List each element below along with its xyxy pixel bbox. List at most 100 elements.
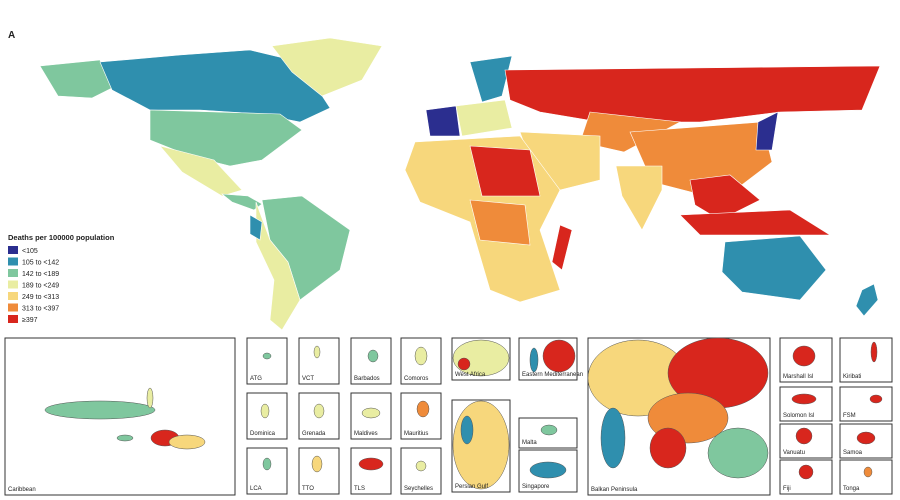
inset-label: ATG	[250, 376, 262, 382]
inset: West Africa	[451, 337, 511, 381]
legend-swatch	[8, 257, 18, 266]
inset-region	[540, 424, 558, 436]
world-map	[39, 37, 881, 331]
legend-swatch	[8, 303, 18, 312]
inset-label: TTO	[302, 486, 314, 492]
inset-label: Solomon Isl	[783, 413, 814, 419]
inset-label: Kiribati	[843, 374, 861, 380]
inset: Kiribati	[839, 337, 893, 383]
inset: Comoros	[400, 337, 442, 385]
legend-label: 249 to <313	[22, 294, 59, 301]
inset: Solomon Isl	[779, 386, 833, 422]
inset: VCT	[298, 337, 340, 385]
inset-label: Maldives	[354, 431, 378, 437]
inset-box	[246, 447, 288, 495]
inset-region	[116, 434, 134, 442]
inset: Fiji	[779, 459, 833, 495]
inset-region	[649, 427, 687, 469]
inset-label: FSM	[843, 413, 856, 419]
legend-label: <105	[22, 248, 38, 255]
inset: Vanuatu	[779, 423, 833, 459]
inset: Tonga	[839, 459, 893, 495]
inset-label: Dominica	[250, 431, 276, 437]
inset-region	[529, 347, 539, 373]
inset-box	[246, 337, 288, 385]
region	[255, 201, 301, 331]
inset-region	[798, 464, 814, 480]
region	[455, 99, 513, 137]
inset-region	[146, 387, 154, 409]
inset-region	[262, 457, 272, 471]
inset-region	[792, 345, 816, 367]
inset-label: Malta	[522, 440, 537, 446]
inset-label: Caribbean	[8, 487, 36, 493]
inset-box	[779, 386, 833, 422]
inset-label: Vanuatu	[783, 450, 805, 456]
region	[721, 235, 827, 301]
legend-label: 189 to <249	[22, 283, 59, 290]
legend-label: 105 to <142	[22, 260, 59, 267]
inset-region	[262, 352, 272, 360]
inset-region	[856, 431, 876, 445]
legend-swatch	[8, 280, 18, 289]
inset-box	[350, 447, 392, 495]
region	[159, 145, 243, 197]
inset-label: TLS	[354, 486, 365, 492]
legend: Deaths per 100000 population <105 105 to …	[8, 233, 115, 324]
region	[855, 283, 879, 317]
inset-region	[358, 457, 384, 471]
inset-label: VCT	[302, 376, 314, 382]
inset-label: Persian Gulf	[455, 484, 488, 490]
inset: Singapore	[518, 449, 578, 493]
region	[99, 49, 331, 123]
region	[271, 37, 383, 97]
inset-region	[367, 349, 379, 363]
inset: Eastern Mediterranean	[518, 337, 583, 381]
legend-label: 142 to <189	[22, 271, 59, 278]
legend-title: Deaths per 100000 population	[8, 233, 115, 242]
inset: Malta	[518, 417, 578, 449]
inset: Persian Gulf	[451, 399, 511, 493]
inset-region	[460, 415, 474, 445]
region	[469, 55, 513, 103]
inset: ATG	[246, 337, 288, 385]
inset-region	[870, 341, 878, 363]
inset-label: Balkan Peninsula	[591, 487, 638, 493]
inset-region	[452, 339, 510, 377]
inset-region	[260, 403, 270, 419]
inset: LCA	[246, 447, 288, 495]
inset-box	[839, 459, 893, 495]
inset-region	[415, 460, 427, 472]
inset: Caribbean	[4, 337, 236, 496]
inset-label: Marshall Isl	[783, 374, 813, 380]
inset-label: Grenada	[302, 431, 326, 437]
inset-region	[361, 407, 381, 419]
region	[755, 111, 779, 151]
region	[469, 199, 531, 246]
inset-label: Fiji	[783, 486, 791, 492]
region	[679, 209, 832, 236]
inset: Marshall Isl	[779, 337, 833, 383]
inset-region	[457, 357, 471, 371]
region	[615, 165, 663, 231]
inset-label: Comoros	[404, 376, 428, 382]
inset-region	[791, 393, 817, 405]
inset: Seychelles	[400, 447, 442, 495]
legend-swatch	[8, 269, 18, 277]
inset-box	[839, 386, 893, 422]
inset-label: Tonga	[843, 486, 860, 492]
inset-region	[416, 400, 430, 418]
inset-region	[414, 346, 428, 366]
inset-region	[452, 400, 510, 490]
region	[551, 224, 573, 271]
inset: TTO	[298, 447, 340, 495]
inset-label: LCA	[250, 486, 262, 492]
inset-region	[529, 461, 567, 479]
inset-region	[168, 434, 206, 450]
inset: TLS	[350, 447, 392, 495]
inset-label: Samoa	[843, 450, 863, 456]
legend-swatch	[8, 292, 18, 300]
inset-label: Singapore	[522, 484, 550, 490]
region	[689, 174, 761, 221]
